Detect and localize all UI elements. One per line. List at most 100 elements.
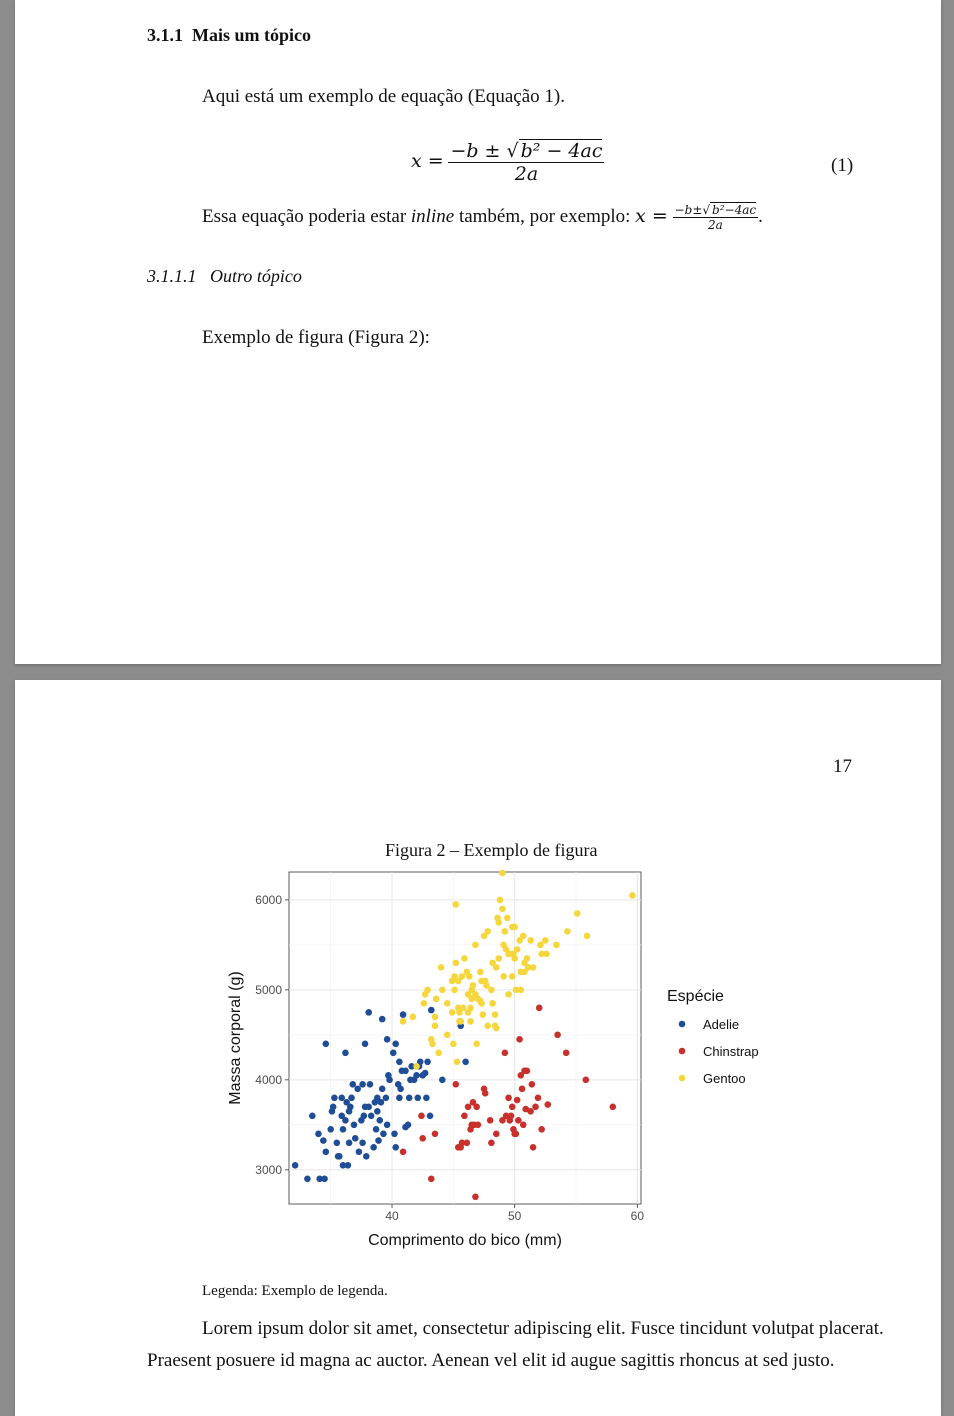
point-adelie <box>421 1069 429 1077</box>
point-adelie <box>402 1067 409 1075</box>
point-gentoo <box>500 973 507 980</box>
section-heading: 3.1.1 Mais um tópico <box>147 25 311 46</box>
point-adelie <box>399 1011 407 1018</box>
point-chinstrap <box>427 1175 435 1183</box>
point-gentoo <box>511 955 518 962</box>
point-adelie <box>338 1112 346 1120</box>
figure-intro-paragraph: Exemplo de figura (Figura 2): <box>202 327 430 348</box>
point-gentoo <box>458 973 466 980</box>
legend-title: Espécie <box>667 988 724 1005</box>
point-gentoo <box>499 905 506 913</box>
point-adelie <box>315 1130 322 1138</box>
point-gentoo <box>477 968 484 976</box>
point-chinstrap <box>519 1121 527 1129</box>
page-number: 17 <box>833 756 852 777</box>
point-chinstrap <box>501 1049 509 1057</box>
section-title: Mais um tópico <box>192 25 311 45</box>
point-adelie <box>376 1117 384 1124</box>
point-gentoo <box>456 1009 463 1016</box>
plot-panel <box>288 871 642 1205</box>
point-gentoo <box>409 1013 417 1021</box>
point-gentoo <box>479 1011 487 1018</box>
point-chinstrap <box>492 1130 500 1138</box>
point-gentoo <box>473 1040 480 1048</box>
point-adelie <box>360 1112 368 1120</box>
point-adelie <box>382 1094 390 1102</box>
point-gentoo <box>452 901 460 908</box>
point-chinstrap <box>535 1004 543 1012</box>
point-adelie <box>366 1081 374 1088</box>
point-gentoo <box>483 982 490 989</box>
point-gentoo <box>489 1000 496 1007</box>
point-adelie <box>392 1144 400 1151</box>
point-chinstrap <box>507 1112 515 1120</box>
point-adelie <box>365 1009 373 1016</box>
point-gentoo <box>511 923 518 931</box>
point-adelie <box>359 1139 366 1147</box>
point-chinstrap <box>468 1121 476 1129</box>
equation-fraction: −b ± √ b² − 4ac 2a <box>448 139 605 185</box>
point-adelie <box>338 1094 346 1102</box>
lorem-paragraph-line-1: Lorem ipsum dolor sit amet, consectetur … <box>202 1318 884 1339</box>
point-gentoo <box>499 869 506 877</box>
point-chinstrap <box>538 1126 545 1133</box>
point-gentoo <box>451 973 458 980</box>
scatter-chart: 40 50 60 3000 4000 5000 6000 Comprimento do bi… <box>227 869 759 1249</box>
point-chinstrap <box>517 1072 525 1079</box>
point-gentoo <box>474 995 482 1003</box>
point-adelie <box>392 1040 400 1048</box>
point-chinstrap <box>472 1193 479 1201</box>
point-adelie <box>414 1094 422 1102</box>
lorem-paragraph-line-2: Praesent posuere id magna ac auctor. Aen… <box>147 1350 835 1371</box>
point-chinstrap <box>516 1036 523 1043</box>
legend-label-gentoo: Gentoo <box>703 1071 746 1086</box>
point-gentoo <box>431 1022 439 1030</box>
x-tick-label: 60 <box>631 1209 645 1223</box>
point-adelie <box>339 1126 347 1133</box>
point-gentoo <box>454 977 462 985</box>
point-gentoo <box>478 977 485 985</box>
point-adelie <box>342 1117 349 1124</box>
inline-denominator: 2a <box>707 218 723 232</box>
point-adelie <box>424 1058 431 1066</box>
point-gentoo <box>491 1011 499 1018</box>
y-tick-label: 3000 <box>255 1163 282 1177</box>
inline-numerator-prefix: −b±√ <box>674 203 711 217</box>
equation-numerator: −b ± √ b² − 4ac <box>448 139 605 163</box>
chart-points <box>291 869 636 1201</box>
point-adelie <box>348 1094 355 1102</box>
point-adelie <box>378 1085 386 1093</box>
x-tick-label: 50 <box>508 1209 522 1223</box>
point-adelie <box>375 1137 382 1144</box>
point-adelie <box>426 1112 434 1120</box>
point-gentoo <box>524 964 532 971</box>
point-chinstrap <box>486 1117 494 1124</box>
point-gentoo <box>553 941 560 949</box>
point-adelie <box>361 1040 369 1048</box>
point-chinstrap <box>431 1130 439 1138</box>
point-adelie <box>321 1175 328 1183</box>
legend-label-chinstrap: Chinstrap <box>703 1044 759 1059</box>
point-chinstrap <box>488 1139 495 1147</box>
point-chinstrap <box>529 1144 537 1151</box>
point-gentoo <box>505 991 512 998</box>
point-gentoo <box>467 1018 474 1025</box>
point-gentoo <box>443 1000 451 1007</box>
point-adelie <box>380 1130 387 1138</box>
point-chinstrap <box>419 1135 426 1142</box>
inline-text-after: também, por exemplo: <box>454 205 636 227</box>
point-chinstrap <box>518 1085 526 1093</box>
point-gentoo <box>573 910 581 917</box>
point-chinstrap <box>554 1031 561 1039</box>
point-gentoo <box>488 986 495 994</box>
point-adelie <box>322 1148 330 1156</box>
point-gentoo <box>523 955 531 962</box>
point-gentoo <box>529 964 537 971</box>
y-tick-label: 4000 <box>255 1073 282 1087</box>
point-gentoo <box>413 1063 420 1070</box>
point-gentoo <box>496 896 504 904</box>
point-gentoo <box>513 946 521 953</box>
point-adelie <box>402 1123 409 1131</box>
inline-text-before: Essa equação poderia estar <box>202 205 411 227</box>
point-gentoo <box>495 919 503 926</box>
